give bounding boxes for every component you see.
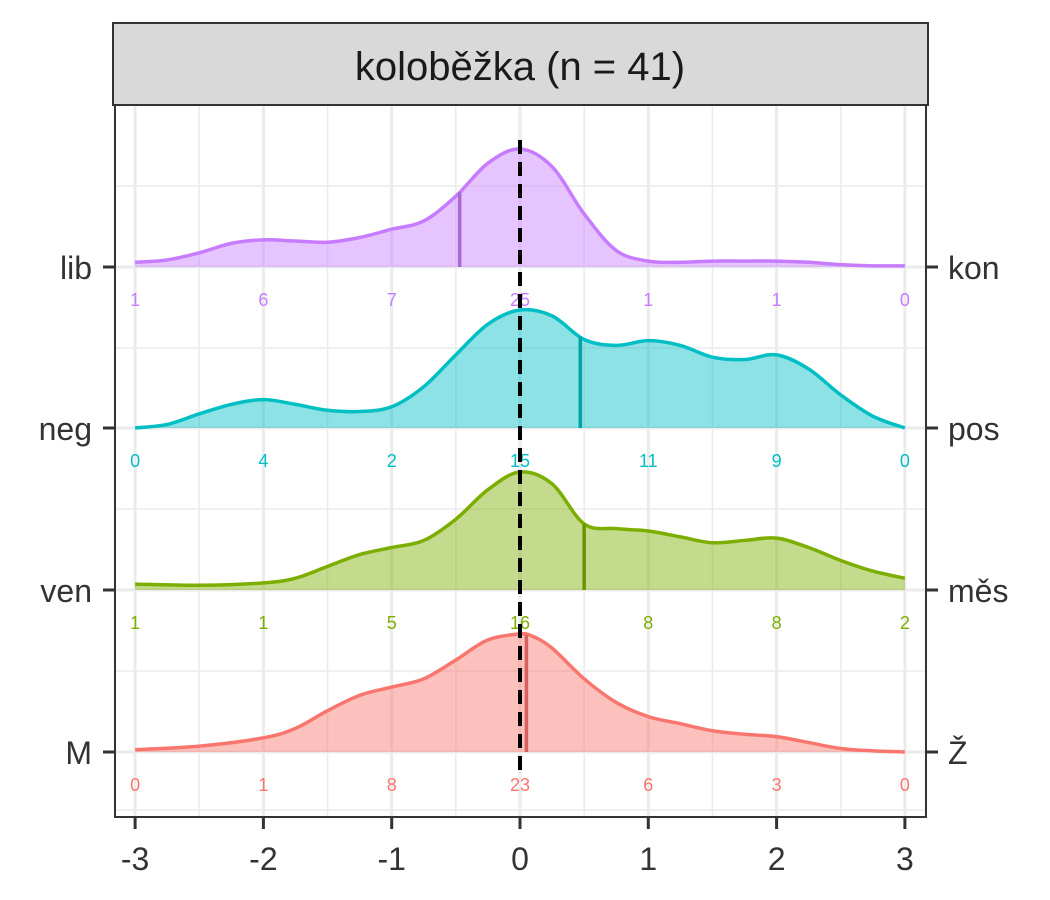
count-label: 1: [643, 290, 653, 310]
y-label-right: pos: [948, 411, 1000, 447]
count-label: 5: [387, 613, 397, 633]
x-axis: -3 -2 -1 0 1 2 3: [121, 817, 914, 877]
y-label-left: lib: [60, 250, 92, 286]
count-label: 1: [130, 290, 140, 310]
count-label: 8: [643, 613, 653, 633]
count-label: 2: [387, 451, 397, 471]
count-label: 4: [258, 451, 268, 471]
count-label: 3: [772, 775, 782, 795]
x-tick-label: -2: [249, 841, 277, 877]
y-label-left: ven: [40, 573, 92, 609]
x-tick-label: 1: [639, 841, 657, 877]
y-label-left: neg: [39, 411, 92, 447]
count-label: 0: [130, 775, 140, 795]
count-label: 1: [130, 613, 140, 633]
density-line-ven: [135, 470, 906, 588]
x-tick-label: 0: [511, 841, 529, 877]
y-label-left: M: [65, 735, 92, 771]
x-tick-label: -3: [121, 841, 149, 877]
density-line-neg: [134, 307, 906, 430]
strip-background: [112, 22, 929, 106]
y-label-right: kon: [948, 250, 1000, 286]
density-area-ven: [135, 471, 905, 590]
count-label: 11: [639, 451, 658, 471]
count-label: 0: [900, 451, 910, 471]
count-label: 16: [510, 613, 530, 633]
count-label: 1: [772, 290, 782, 310]
count-label: 7: [387, 290, 397, 310]
count-label: 0: [900, 775, 910, 795]
count-label: 6: [258, 290, 268, 310]
count-label: 0: [900, 290, 910, 310]
strip-title: koloběžka (n = 41): [355, 45, 685, 89]
x-tick-label: 3: [896, 841, 914, 877]
count-label: 6: [643, 775, 653, 795]
y-label-right: Ž: [948, 735, 968, 771]
count-label: 9: [772, 451, 782, 471]
count-label: 1: [258, 613, 268, 633]
count-label: 1: [258, 775, 268, 795]
x-tick-label: -1: [377, 841, 405, 877]
y-label-right: měs: [948, 573, 1008, 609]
density-line-M: [135, 632, 905, 754]
ridge-ven: 1 1 5 16 8 8 2: [130, 470, 910, 633]
count-label: 0: [130, 451, 140, 471]
count-label: 23: [510, 775, 530, 795]
count-label: 8: [387, 775, 397, 795]
count-label: 2: [900, 613, 910, 633]
count-label: 8: [772, 613, 782, 633]
x-tick-label: 2: [768, 841, 786, 877]
